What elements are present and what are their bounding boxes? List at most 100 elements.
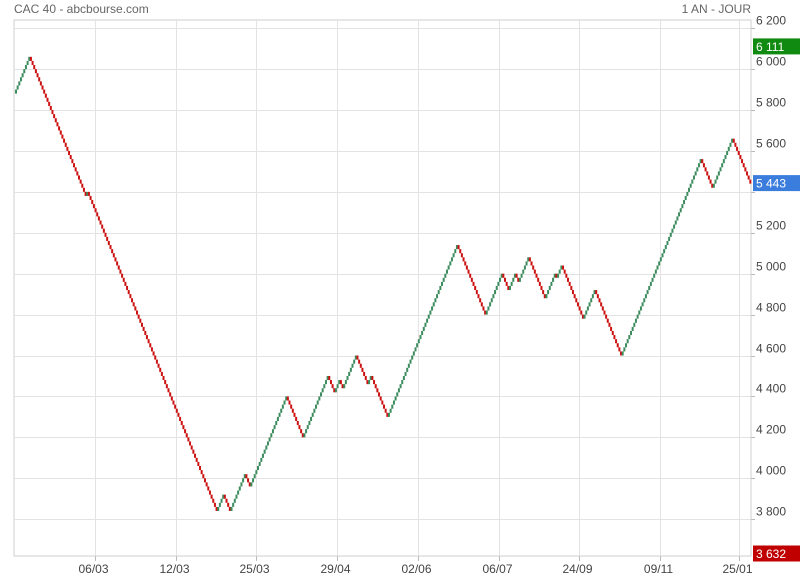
renko-brick-down [74, 167, 77, 172]
renko-brick-down [479, 298, 482, 303]
renko-brick-down [121, 273, 124, 278]
renko-brick-up [436, 294, 439, 299]
renko-brick-up [21, 73, 24, 78]
renko-brick-up [689, 183, 692, 188]
renko-brick-up [28, 56, 31, 61]
renko-brick-up [727, 146, 730, 151]
renko-brick-up [238, 486, 241, 491]
renko-brick-up [494, 290, 497, 295]
renko-brick-down [333, 388, 336, 393]
grid [13, 19, 752, 557]
renko-brick-up [271, 429, 274, 434]
renko-brick-up [583, 314, 586, 319]
renko-brick-up [407, 363, 410, 368]
renko-brick-down [228, 506, 231, 511]
renko-brick-up [281, 404, 284, 409]
renko-brick-down [570, 285, 573, 291]
renko-brick-down [601, 306, 604, 311]
renko-brick-down [225, 498, 228, 503]
renko-brick-down [620, 351, 623, 356]
renko-brick-up [18, 81, 21, 86]
renko-brick-up [222, 494, 225, 499]
renko-brick-down [565, 273, 568, 278]
renko-brick-down [102, 228, 105, 233]
y-tick-label: 4 000 [756, 464, 786, 478]
renko-brick-up [263, 449, 266, 454]
renko-brick-up [343, 384, 346, 389]
renko-brick-down [613, 335, 616, 340]
renko-brick-down [562, 265, 565, 270]
renko-brick-down [383, 404, 385, 409]
renko-brick-up [671, 228, 674, 233]
renko-brick-up [686, 191, 689, 196]
renko-brick-down [190, 445, 193, 450]
renko-brick-up [545, 294, 548, 299]
renko-brick-up [399, 384, 402, 389]
renko-brick-down [58, 126, 61, 131]
renko-brick-down [137, 314, 140, 319]
renko-brick-down [373, 380, 376, 385]
y-tick-label: 5 000 [756, 260, 786, 274]
renko-brick-down [172, 400, 175, 405]
renko-brick-up [659, 257, 662, 262]
renko-brick-up [394, 396, 397, 401]
renko-brick-down [197, 461, 200, 466]
renko-brick-down [139, 318, 142, 323]
price-label-bg [753, 38, 800, 55]
renko-brick-down [736, 146, 739, 151]
renko-brick-up [452, 253, 455, 258]
renko-brick-down [707, 175, 710, 180]
renko-brick-up [678, 212, 681, 217]
renko-brick-down [563, 269, 566, 274]
renko-brick-down [741, 159, 744, 164]
price-label: 6 111 [756, 40, 785, 54]
renko-brick-up [434, 298, 437, 303]
renko-brick-up [552, 277, 555, 282]
renko-brick-down [157, 363, 160, 368]
renko-brick-down [459, 249, 462, 254]
renko-brick-up [621, 351, 624, 356]
renko-brick-up [266, 441, 269, 446]
renko-brick-down [737, 150, 740, 156]
renko-brick-down [615, 339, 618, 344]
renko-brick-up [258, 461, 261, 466]
plot-frame [13, 19, 752, 557]
renko-brick-down [116, 261, 119, 266]
renko-brick-up [629, 330, 632, 336]
y-tick-label: 4 200 [756, 423, 786, 437]
y-tick-label: 4 400 [756, 382, 786, 396]
renko-brick-up [16, 85, 19, 90]
renko-brick-up [490, 298, 493, 303]
renko-brick-up [316, 400, 319, 405]
renko-brick-up [636, 314, 639, 319]
renko-brick-down [732, 138, 735, 143]
renko-brick-down [87, 191, 90, 196]
renko-brick-up [253, 474, 256, 479]
renko-brick-up [389, 408, 392, 413]
renko-brick-down [189, 441, 192, 446]
renko-brick-up [646, 290, 649, 295]
renko-brick-up [349, 367, 352, 372]
renko-brick-down [68, 150, 71, 156]
renko-brick-down [59, 130, 62, 135]
renko-brick-up [427, 314, 430, 319]
renko-brick-down [51, 110, 54, 115]
renko-brick-down [41, 85, 44, 90]
renko-brick-down [567, 277, 569, 282]
renko-brick-down [99, 220, 102, 225]
renko-brick-down [159, 367, 162, 372]
renko-brick-down [149, 343, 152, 348]
renko-brick-up [218, 502, 221, 507]
renko-brick-down [114, 257, 117, 262]
renko-brick-down [169, 392, 172, 397]
renko-brick-up [522, 269, 525, 274]
renko-brick-down [296, 420, 299, 426]
renko-brick-up [633, 322, 636, 327]
renko-brick-up [550, 281, 553, 286]
renko-brick-up [315, 404, 318, 409]
renko-brick-down [124, 281, 127, 286]
renko-brick-up [392, 400, 395, 405]
renko-brick-up [414, 347, 417, 352]
renko-brick-up [311, 412, 314, 417]
renko-brick-up [336, 384, 339, 389]
